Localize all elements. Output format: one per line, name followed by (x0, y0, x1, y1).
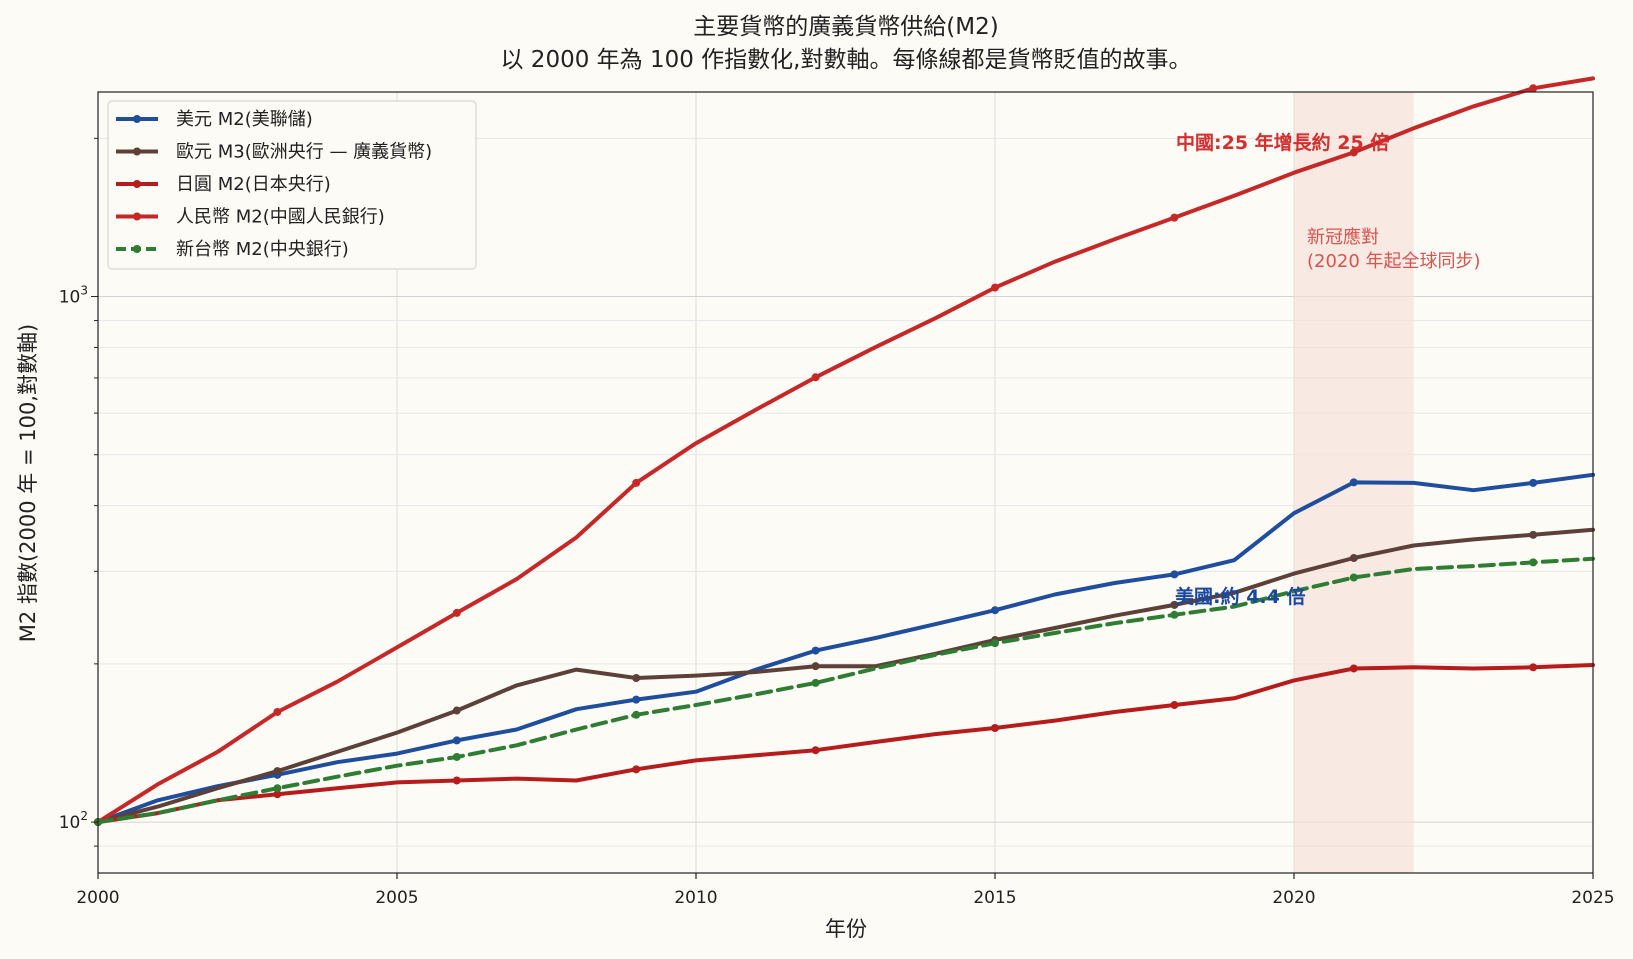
x-tick-label: 2015 (973, 888, 1016, 908)
legend-label-2: 日圓 M2(日本央行) (176, 174, 331, 195)
data-point (452, 706, 461, 715)
data-point (452, 608, 461, 617)
legend-label-3: 人民幣 M2(中國人民銀行) (176, 207, 385, 228)
legend: 美元 M2(美聯儲) 歐元 M3(歐洲央行 — 廣義貨幣) 日圓 M2(日本央行) 人… (107, 100, 477, 270)
x-axis-label: 年份 (825, 917, 867, 941)
legend-label-1: 歐元 M3(歐洲央行 — 廣義貨幣) (176, 142, 432, 163)
data-point (1349, 554, 1358, 563)
legend-label-4: 新台幣 M2(中央銀行) (176, 239, 349, 260)
data-point (1529, 84, 1538, 93)
legend-items: 美元 M2(美聯儲) 歐元 M3(歐洲央行 — 廣義貨幣) 日圓 M2(日本央行) 人… (116, 109, 432, 260)
data-point (273, 767, 282, 776)
series-line-3 (96, 76, 1595, 825)
legend-marker-3 (133, 212, 141, 221)
series-lines (94, 76, 1595, 827)
data-point (632, 478, 641, 487)
chart-title: 主要貨幣的廣義貨幣供給(M2) (693, 14, 998, 40)
data-point (811, 678, 820, 687)
axis-ticks: 2000 2005 2010 2015 2020 2025 102 103 (59, 137, 1615, 908)
series-line-0 (96, 472, 1595, 825)
data-point (1529, 663, 1538, 672)
series-line-4 (96, 556, 1595, 825)
data-point (991, 639, 999, 648)
data-point (632, 765, 641, 774)
data-point (1349, 148, 1358, 157)
data-point (632, 673, 641, 682)
legend-marker-0 (133, 115, 141, 123)
y-axis-label: M2 指數(2000 年 = 100,對數軸) (16, 324, 40, 642)
x-tick-label: 2020 (1272, 888, 1315, 908)
data-point (811, 662, 820, 671)
legend-box (107, 100, 477, 270)
annotation-china: 中國:25 年增長約 25 倍 (1176, 131, 1389, 154)
x-tick-label: 2025 (1571, 888, 1614, 908)
data-point (452, 752, 461, 761)
chart-subtitle: 以 2000 年為 100 作指數化,對數軸。每條線都是貨幣貶值的故事。 (501, 47, 1192, 73)
legend-marker-2 (133, 180, 141, 188)
y-tick-label: 102 (59, 809, 88, 833)
covid-label-line2: (2020 年起全球同步) (1307, 251, 1481, 272)
plot-frame (97, 91, 1594, 874)
data-point (1170, 213, 1179, 222)
data-point (811, 373, 820, 382)
data-point (1170, 570, 1179, 579)
data-point (811, 646, 820, 655)
data-point (632, 710, 641, 719)
x-tick-label: 2010 (674, 888, 717, 908)
legend-marker-4 (133, 245, 141, 253)
data-point (991, 606, 999, 615)
series-line-1 (96, 527, 1595, 825)
data-point (452, 776, 461, 785)
covid-label-line1: 新冠應對 (1307, 226, 1379, 248)
data-point (1349, 478, 1358, 487)
data-point (1349, 573, 1358, 582)
data-point (991, 724, 999, 733)
data-point (1349, 664, 1358, 673)
data-point (1529, 558, 1538, 567)
data-point (1529, 530, 1538, 539)
data-point (1170, 701, 1179, 710)
annotation-us: 美國:約 4.4 倍 (1175, 585, 1306, 608)
series-line-2 (96, 663, 1595, 825)
data-point (452, 736, 461, 745)
y-tick-label: 103 (59, 284, 88, 308)
data-point (1529, 478, 1538, 487)
data-point (273, 784, 282, 793)
data-point (811, 746, 820, 755)
legend-marker-1 (133, 147, 141, 156)
data-point (1170, 610, 1179, 619)
data-point (1170, 600, 1179, 609)
data-point (273, 707, 282, 716)
data-point (273, 790, 282, 799)
data-point (632, 695, 641, 704)
data-point (991, 283, 999, 292)
x-tick-label: 2000 (76, 888, 119, 908)
x-tick-label: 2005 (375, 888, 418, 908)
legend-label-0: 美元 M2(美聯儲) (176, 109, 313, 130)
